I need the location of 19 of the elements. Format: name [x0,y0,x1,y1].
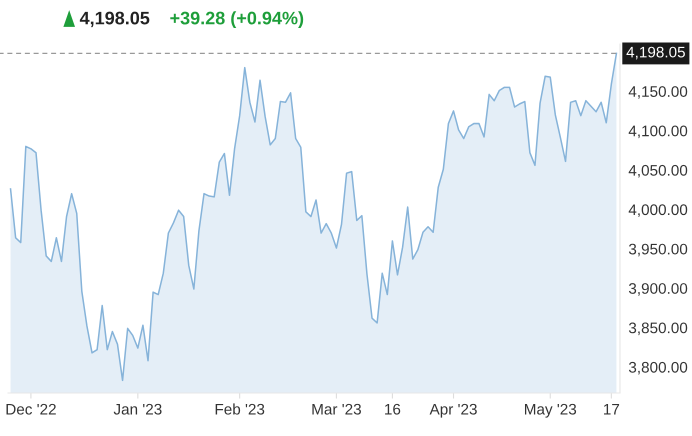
x-tick-label: Jan '23 [114,404,162,415]
y-tick-label: 3,950.00 [628,244,688,256]
x-tick-label: Mar '23 [312,404,361,415]
ref-line-label: 4,198.05 [626,46,685,60]
chart-title: 4,198.05 [80,12,150,28]
y-tick-label: 4,050.00 [628,164,688,178]
x-tick-label: Feb '23 [216,403,264,415]
chart-subtitle: +39.28 (+0.94%) [170,11,304,28]
x-tick-label: 16 [385,404,400,415]
y-tick-label: 4,100.00 [628,126,688,138]
y-tick-label: 3,900.00 [628,283,688,296]
y-tick-label: 4,000.00 [628,204,688,217]
y-tick-label: 3,850.00 [628,322,688,336]
y-tick-label: 4,150.00 [628,86,688,99]
x-tick-label: May '23 [524,404,576,418]
x-tick-label: Dec '22 [6,404,56,415]
x-tick-label: Apr '23 [430,404,477,418]
x-tick-label: 17 [604,404,620,414]
y-tick-label: 3,800.00 [628,362,688,374]
